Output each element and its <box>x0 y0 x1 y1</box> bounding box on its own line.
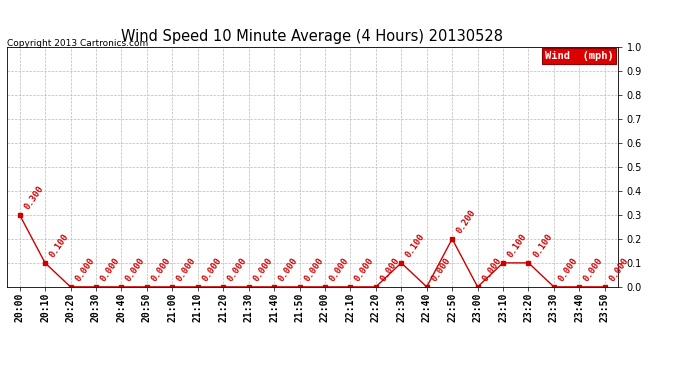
Text: 0.100: 0.100 <box>506 231 529 259</box>
Text: 0.000: 0.000 <box>226 255 248 283</box>
Text: 0.100: 0.100 <box>48 231 70 259</box>
Text: 0.000: 0.000 <box>277 255 299 283</box>
Text: 0.000: 0.000 <box>557 255 580 283</box>
Text: 0.000: 0.000 <box>201 255 224 283</box>
Text: 0.000: 0.000 <box>251 255 274 283</box>
Text: 0.000: 0.000 <box>429 255 452 283</box>
Text: 0.200: 0.200 <box>455 207 477 235</box>
Text: 0.000: 0.000 <box>379 255 402 283</box>
Title: Wind Speed 10 Minute Average (4 Hours) 20130528: Wind Speed 10 Minute Average (4 Hours) 2… <box>121 29 503 44</box>
Text: 0.300: 0.300 <box>22 183 45 211</box>
Text: 0.000: 0.000 <box>302 255 325 283</box>
Text: 0.100: 0.100 <box>404 231 427 259</box>
Text: 0.000: 0.000 <box>608 255 631 283</box>
Text: 0.000: 0.000 <box>73 255 96 283</box>
Text: 0.000: 0.000 <box>99 255 121 283</box>
Text: 0.000: 0.000 <box>582 255 605 283</box>
Text: 0.000: 0.000 <box>124 255 147 283</box>
Text: 0.000: 0.000 <box>175 255 198 283</box>
Text: 0.000: 0.000 <box>353 255 376 283</box>
Text: 0.000: 0.000 <box>480 255 503 283</box>
Text: 0.000: 0.000 <box>150 255 172 283</box>
Text: 0.000: 0.000 <box>328 255 351 283</box>
Text: 0.100: 0.100 <box>531 231 554 259</box>
Text: Copyright 2013 Cartronics.com: Copyright 2013 Cartronics.com <box>7 39 148 48</box>
Text: Wind  (mph): Wind (mph) <box>544 51 613 61</box>
